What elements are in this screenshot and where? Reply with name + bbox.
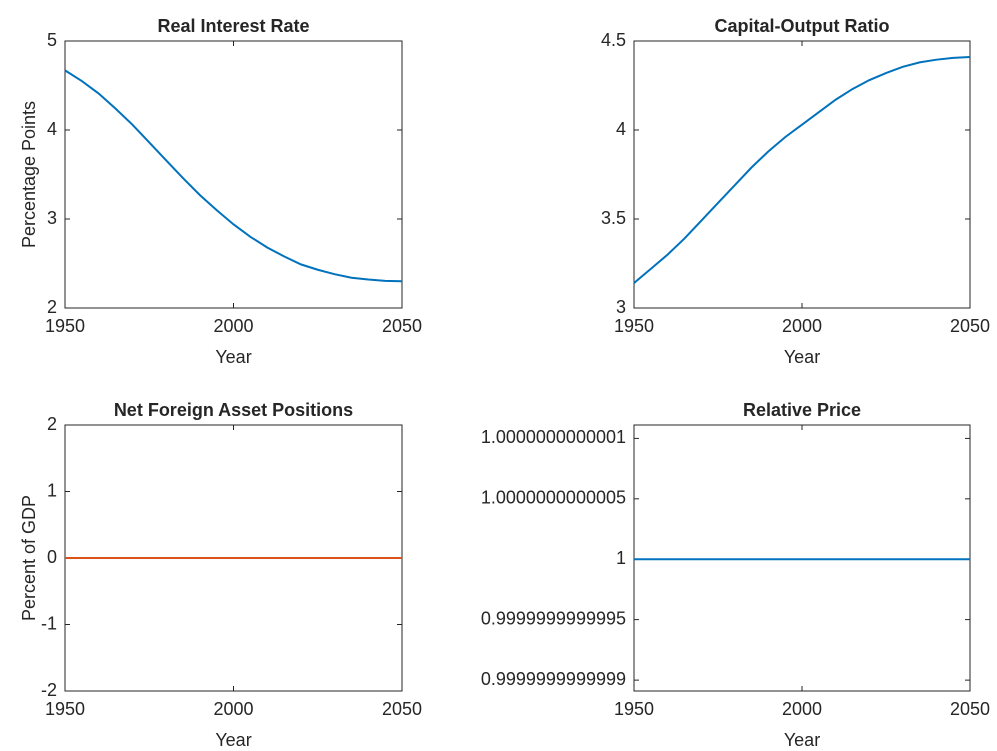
x-tick-label: 2050	[950, 316, 990, 336]
y-tick-label: 3	[616, 297, 626, 317]
chart-title: Net Foreign Asset Positions	[114, 400, 353, 420]
y-tick-label: 2	[47, 297, 57, 317]
y-tick-label: 2	[47, 414, 57, 434]
y-tick-label: 4.5	[601, 30, 626, 50]
y-tick-label: 1	[47, 480, 57, 500]
y-tick-label: 3.5	[601, 208, 626, 228]
chart-title: Capital-Output Ratio	[715, 16, 890, 36]
x-tick-label: 1950	[614, 699, 654, 719]
y-tick-label: 1.0000000000001	[481, 427, 626, 447]
x-tick-label: 2000	[213, 316, 253, 336]
x-tick-label: 2050	[382, 699, 422, 719]
y-tick-label: -2	[41, 680, 57, 700]
x-tick-label: 2000	[213, 699, 253, 719]
axes-box	[633, 424, 971, 692]
y-tick-label: 3	[47, 208, 57, 228]
axes-box	[64, 40, 403, 309]
x-tick-label: 2000	[782, 316, 822, 336]
axes-box	[633, 40, 971, 309]
y-tick-label: 5	[47, 30, 57, 50]
x-axis-label: Year	[215, 730, 251, 750]
y-tick-label: -1	[41, 613, 57, 633]
x-tick-label: 2050	[950, 699, 990, 719]
y-tick-label: 1.0000000000005	[481, 488, 626, 508]
data-line	[64, 69, 403, 283]
data-line	[633, 56, 971, 284]
x-tick-label: 2000	[782, 699, 822, 719]
x-tick-label: 2050	[382, 316, 422, 336]
x-axis-label: Year	[784, 730, 820, 750]
y-tick-label: 4	[616, 119, 626, 139]
y-tick-label: 1	[616, 548, 626, 568]
x-tick-label: 1950	[45, 699, 85, 719]
x-axis-label: Year	[784, 347, 820, 367]
y-tick-label: 4	[47, 119, 57, 139]
y-axis-label: Percentage Points	[19, 101, 39, 248]
x-tick-label: 1950	[45, 316, 85, 336]
chart-title: Real Interest Rate	[157, 16, 309, 36]
y-axis-label: Percent of GDP	[19, 495, 39, 621]
y-tick-label: 0	[47, 547, 57, 567]
y-tick-label: 0.9999999999999	[481, 669, 626, 689]
chart-title: Relative Price	[743, 400, 861, 420]
y-tick-label: 0.9999999999995	[481, 608, 626, 628]
x-tick-label: 1950	[614, 316, 654, 336]
x-axis-label: Year	[215, 347, 251, 367]
